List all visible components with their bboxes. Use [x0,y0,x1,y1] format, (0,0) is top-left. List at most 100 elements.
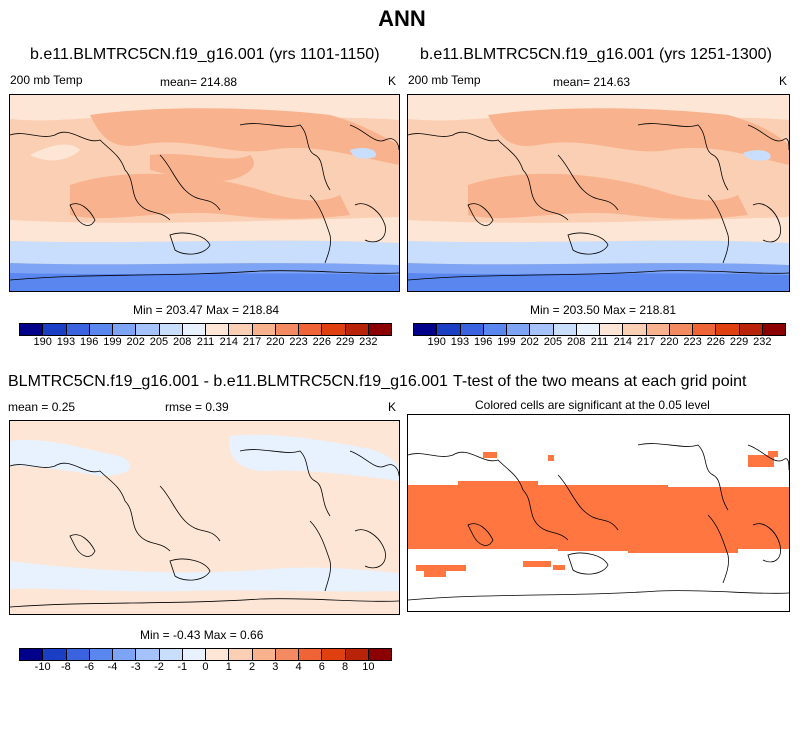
colorbar-swatch [159,324,183,335]
colorbar-tick-label: 223 [289,336,308,348]
colorbar-tick-label: -6 [84,661,95,673]
panel2-colorbar-ticks: 190 193 196 199 202 205 208 211 214 217 220 223 226 2… [425,336,774,348]
colorbar-swatch [113,649,137,660]
colorbar-tick-label: 223 [683,336,702,348]
colorbar-swatch [206,649,230,660]
panel2-minmax: Min = 203.50 Max = 218.81 [530,303,677,317]
colorbar-tick-label: 0 [202,661,209,673]
colorbar-swatch [299,649,323,660]
panel3-colorbar-ticks: -10 -8 -6 -4 -3 -2 -1 0 1 2 3 4 6 8 10 [31,661,380,673]
colorbar-swatch [437,324,461,335]
colorbar-swatch [368,649,391,660]
colorbar-swatch [576,324,600,335]
panel1-title: b.e11.BLMTRC5CN.f19_g16.001 (yrs 1101-11… [30,46,380,63]
colorbar-tick-label: -2 [154,661,164,673]
colorbar-tick-label: 226 [312,336,331,348]
colorbar-swatch [600,324,624,335]
colorbar-swatch [483,324,507,335]
colorbar-tick-label: 8 [342,661,349,673]
colorbar-tick-label: 6 [318,661,325,673]
panel3-colorbar: -10 -8 -6 -4 -3 -2 -1 0 1 2 3 4 6 8 10 [19,648,392,673]
colorbar-swatch [252,324,276,335]
panel3-map [9,420,400,615]
panel1-minmax: Min = 203.47 Max = 218.84 [133,303,280,317]
colorbar-swatch [136,649,160,660]
panel2-colorbar-swatches [413,323,786,336]
colorbar-swatch [182,649,206,660]
panel3-rmse: rmse = 0.39 [165,400,229,414]
colorbar-tick-label: 208 [173,336,192,348]
panel4-map [407,414,790,612]
colorbar-swatch [182,324,206,335]
colorbar-tick-label: 229 [729,336,749,348]
colorbar-swatch [113,324,137,335]
panel1-unit: K [388,74,397,88]
colorbar-swatch [252,649,276,660]
panel1-colorbar-ticks: 190 193 196 199 202 205 208 211 214 217 220 223 226 2… [31,336,380,348]
colorbar-swatch [275,324,299,335]
colorbar-tick-label: 1 [225,661,232,673]
colorbar-tick-label: 229 [335,336,355,348]
colorbar-tick-label: 214 [219,336,238,348]
colorbar-swatch [66,324,90,335]
colorbar-swatch [669,324,693,335]
colorbar-swatch [206,324,230,335]
colorbar-tick-label: 4 [295,661,302,673]
colorbar-tick-label: 214 [613,336,632,348]
colorbar-swatch [20,649,44,660]
panel3-colorbar-swatches [19,648,392,661]
colorbar-tick-label: 190 [33,336,52,348]
colorbar-tick-label: 220 [660,336,679,348]
colorbar-swatch [89,324,113,335]
panel2-variable-label: 200 mb Temp [408,73,481,87]
colorbar-swatch [530,324,554,335]
colorbar-swatch [159,649,183,660]
colorbar-swatch [322,324,346,335]
panel1-colorbar: 190 193 196 199 202 205 208 211 214 217 220 223 226 2… [19,323,392,348]
colorbar-tick-label: 217 [636,336,656,348]
colorbar-tick-label: 217 [242,336,262,348]
panel2-title: b.e11.BLMTRC5CN.f19_g16.001 (yrs 1251-13… [420,46,772,63]
colorbar-swatch [275,649,299,660]
panel1-colorbar-swatches [19,323,392,336]
colorbar-tick-label: -10 [34,661,51,673]
colorbar-tick-label: 208 [567,336,586,348]
colorbar-swatch [43,324,67,335]
colorbar-swatch [716,324,740,335]
colorbar-tick-label: 202 [520,336,539,348]
colorbar-swatch [762,324,785,335]
colorbar-swatch [229,649,253,660]
colorbar-tick-label: 211 [196,336,215,348]
colorbar-tick-label: 205 [543,336,563,348]
colorbar-swatch [322,649,346,660]
colorbar-swatch [89,649,113,660]
colorbar-swatch [66,649,90,660]
colorbar-tick-label: -4 [107,661,118,673]
colorbar-tick-label: 193 [450,336,470,348]
panel1-map [9,94,400,292]
colorbar-tick-label: 2 [248,661,256,673]
colorbar-tick-label: 205 [149,336,169,348]
colorbar-tick-label: 10 [362,661,375,673]
panel3-minmax: Min = -0.43 Max = 0.66 [140,628,264,642]
colorbar-tick-label: 211 [590,336,609,348]
panel2-map [407,94,790,292]
colorbar-tick-label: 232 [753,336,772,348]
panel3-mean: mean = 0.25 [8,400,76,414]
colorbar-tick-label: 193 [56,336,76,348]
colorbar-swatch [345,324,369,335]
panel1-mean: mean= 214.88 [160,75,238,89]
colorbar-swatch [345,649,369,660]
colorbar-tick-label: 226 [706,336,725,348]
colorbar-swatch [646,324,670,335]
panel4-title: T-test of the two means at each grid poi… [453,373,747,390]
colorbar-tick-label: 199 [497,336,516,348]
colorbar-tick-label: 199 [103,336,122,348]
colorbar-swatch [136,324,160,335]
colorbar-tick-label: 220 [266,336,285,348]
colorbar-swatch [553,324,577,335]
panel2-unit: K [779,74,788,88]
colorbar-swatch [20,324,44,335]
colorbar-swatch [739,324,763,335]
colorbar-swatch [693,324,717,335]
